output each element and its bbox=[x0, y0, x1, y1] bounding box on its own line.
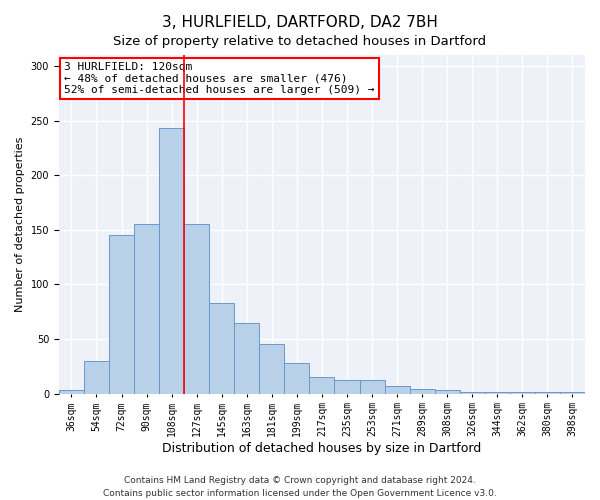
Bar bbox=[59, 390, 84, 394]
Bar bbox=[510, 392, 535, 394]
Bar bbox=[485, 392, 510, 394]
Bar bbox=[209, 303, 234, 394]
Bar bbox=[460, 392, 485, 394]
Text: 3 HURLFIELD: 120sqm
← 48% of detached houses are smaller (476)
52% of semi-detac: 3 HURLFIELD: 120sqm ← 48% of detached ho… bbox=[64, 62, 374, 95]
Bar bbox=[109, 235, 134, 394]
Bar bbox=[560, 392, 585, 394]
Text: Contains HM Land Registry data © Crown copyright and database right 2024.
Contai: Contains HM Land Registry data © Crown c… bbox=[103, 476, 497, 498]
Bar bbox=[134, 224, 159, 394]
Bar bbox=[259, 344, 284, 394]
Bar bbox=[434, 390, 460, 394]
Bar bbox=[535, 392, 560, 394]
Bar bbox=[284, 363, 310, 394]
Bar bbox=[84, 361, 109, 394]
Text: 3, HURLFIELD, DARTFORD, DA2 7BH: 3, HURLFIELD, DARTFORD, DA2 7BH bbox=[162, 15, 438, 30]
Bar bbox=[410, 389, 434, 394]
Bar bbox=[159, 128, 184, 394]
X-axis label: Distribution of detached houses by size in Dartford: Distribution of detached houses by size … bbox=[163, 442, 482, 455]
Bar bbox=[359, 380, 385, 394]
Bar bbox=[184, 224, 209, 394]
Bar bbox=[334, 380, 359, 394]
Bar bbox=[310, 377, 334, 394]
Text: Size of property relative to detached houses in Dartford: Size of property relative to detached ho… bbox=[113, 35, 487, 48]
Bar bbox=[234, 322, 259, 394]
Y-axis label: Number of detached properties: Number of detached properties bbox=[15, 136, 25, 312]
Bar bbox=[385, 386, 410, 394]
